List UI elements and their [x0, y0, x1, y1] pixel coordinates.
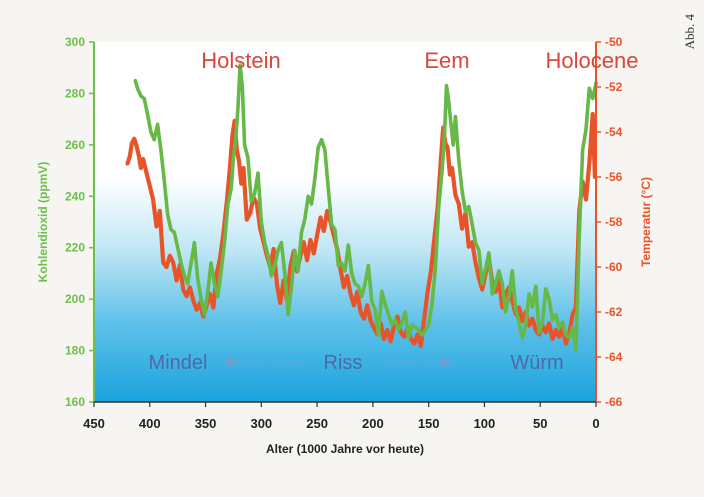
- y-left-tick-label: 280: [65, 86, 85, 100]
- label-mindel: Mindel: [149, 352, 208, 374]
- figure-label: Abb. 4: [682, 14, 697, 50]
- y-right-tick-label: -54: [605, 125, 623, 139]
- label-holocene: Holocene: [546, 48, 639, 73]
- y-left-tick-label: 240: [65, 189, 85, 203]
- series-layer: [125, 63, 598, 353]
- y-left-tick-label: 200: [65, 292, 85, 306]
- y-left-tick-label: 220: [65, 241, 85, 255]
- label-wurm: Würm: [510, 352, 563, 374]
- y-right-tick-label: -66: [605, 395, 623, 409]
- y-right-tick-label: -58: [605, 215, 623, 229]
- co2-series-line: [133, 63, 598, 353]
- label-riss: Riss: [324, 352, 363, 374]
- x-tick-label: 400: [139, 416, 161, 431]
- y-left-axis-label: Kohlendioxid (ppmV): [36, 162, 50, 283]
- y-left-tick-label: 300: [65, 35, 85, 49]
- x-axis-label: Alter (1000 Jahre vor heute): [266, 442, 424, 456]
- plot-background: [94, 42, 596, 402]
- x-tick-label: 300: [250, 416, 272, 431]
- x-tick-label: 200: [362, 416, 384, 431]
- y-right-tick-label: -64: [605, 350, 623, 364]
- x-tick-label: 350: [195, 416, 217, 431]
- label-holstein: Holstein: [201, 48, 280, 73]
- x-tick-label: 0: [592, 416, 599, 431]
- x-tick-label: 150: [418, 416, 440, 431]
- y-left-tick-label: 160: [65, 395, 85, 409]
- x-tick-label: 450: [83, 416, 105, 431]
- x-tick-label: 50: [533, 416, 547, 431]
- x-tick-label: 250: [306, 416, 328, 431]
- y-right-tick-label: -60: [605, 260, 623, 274]
- left-axis-ticks: 160 180 200 220 240 260 280 300: [65, 35, 94, 409]
- y-right-tick-label: -50: [605, 35, 623, 49]
- y-right-tick-label: -62: [605, 305, 623, 319]
- label-eem: Eem: [424, 48, 469, 73]
- x-axis-ticks: 450 400 350 300 250 200 150 100 50 0: [83, 402, 600, 431]
- y-left-tick-label: 180: [65, 344, 85, 358]
- y-right-tick-label: -52: [605, 80, 623, 94]
- y-right-axis-label: Temperatur (°C): [639, 177, 653, 267]
- x-tick-label: 100: [474, 416, 496, 431]
- right-axis-ticks: -66 -64 -62 -60 -58 -56 -54 -52 -50: [596, 35, 623, 409]
- y-left-tick-label: 260: [65, 138, 85, 152]
- y-right-tick-label: -56: [605, 170, 623, 184]
